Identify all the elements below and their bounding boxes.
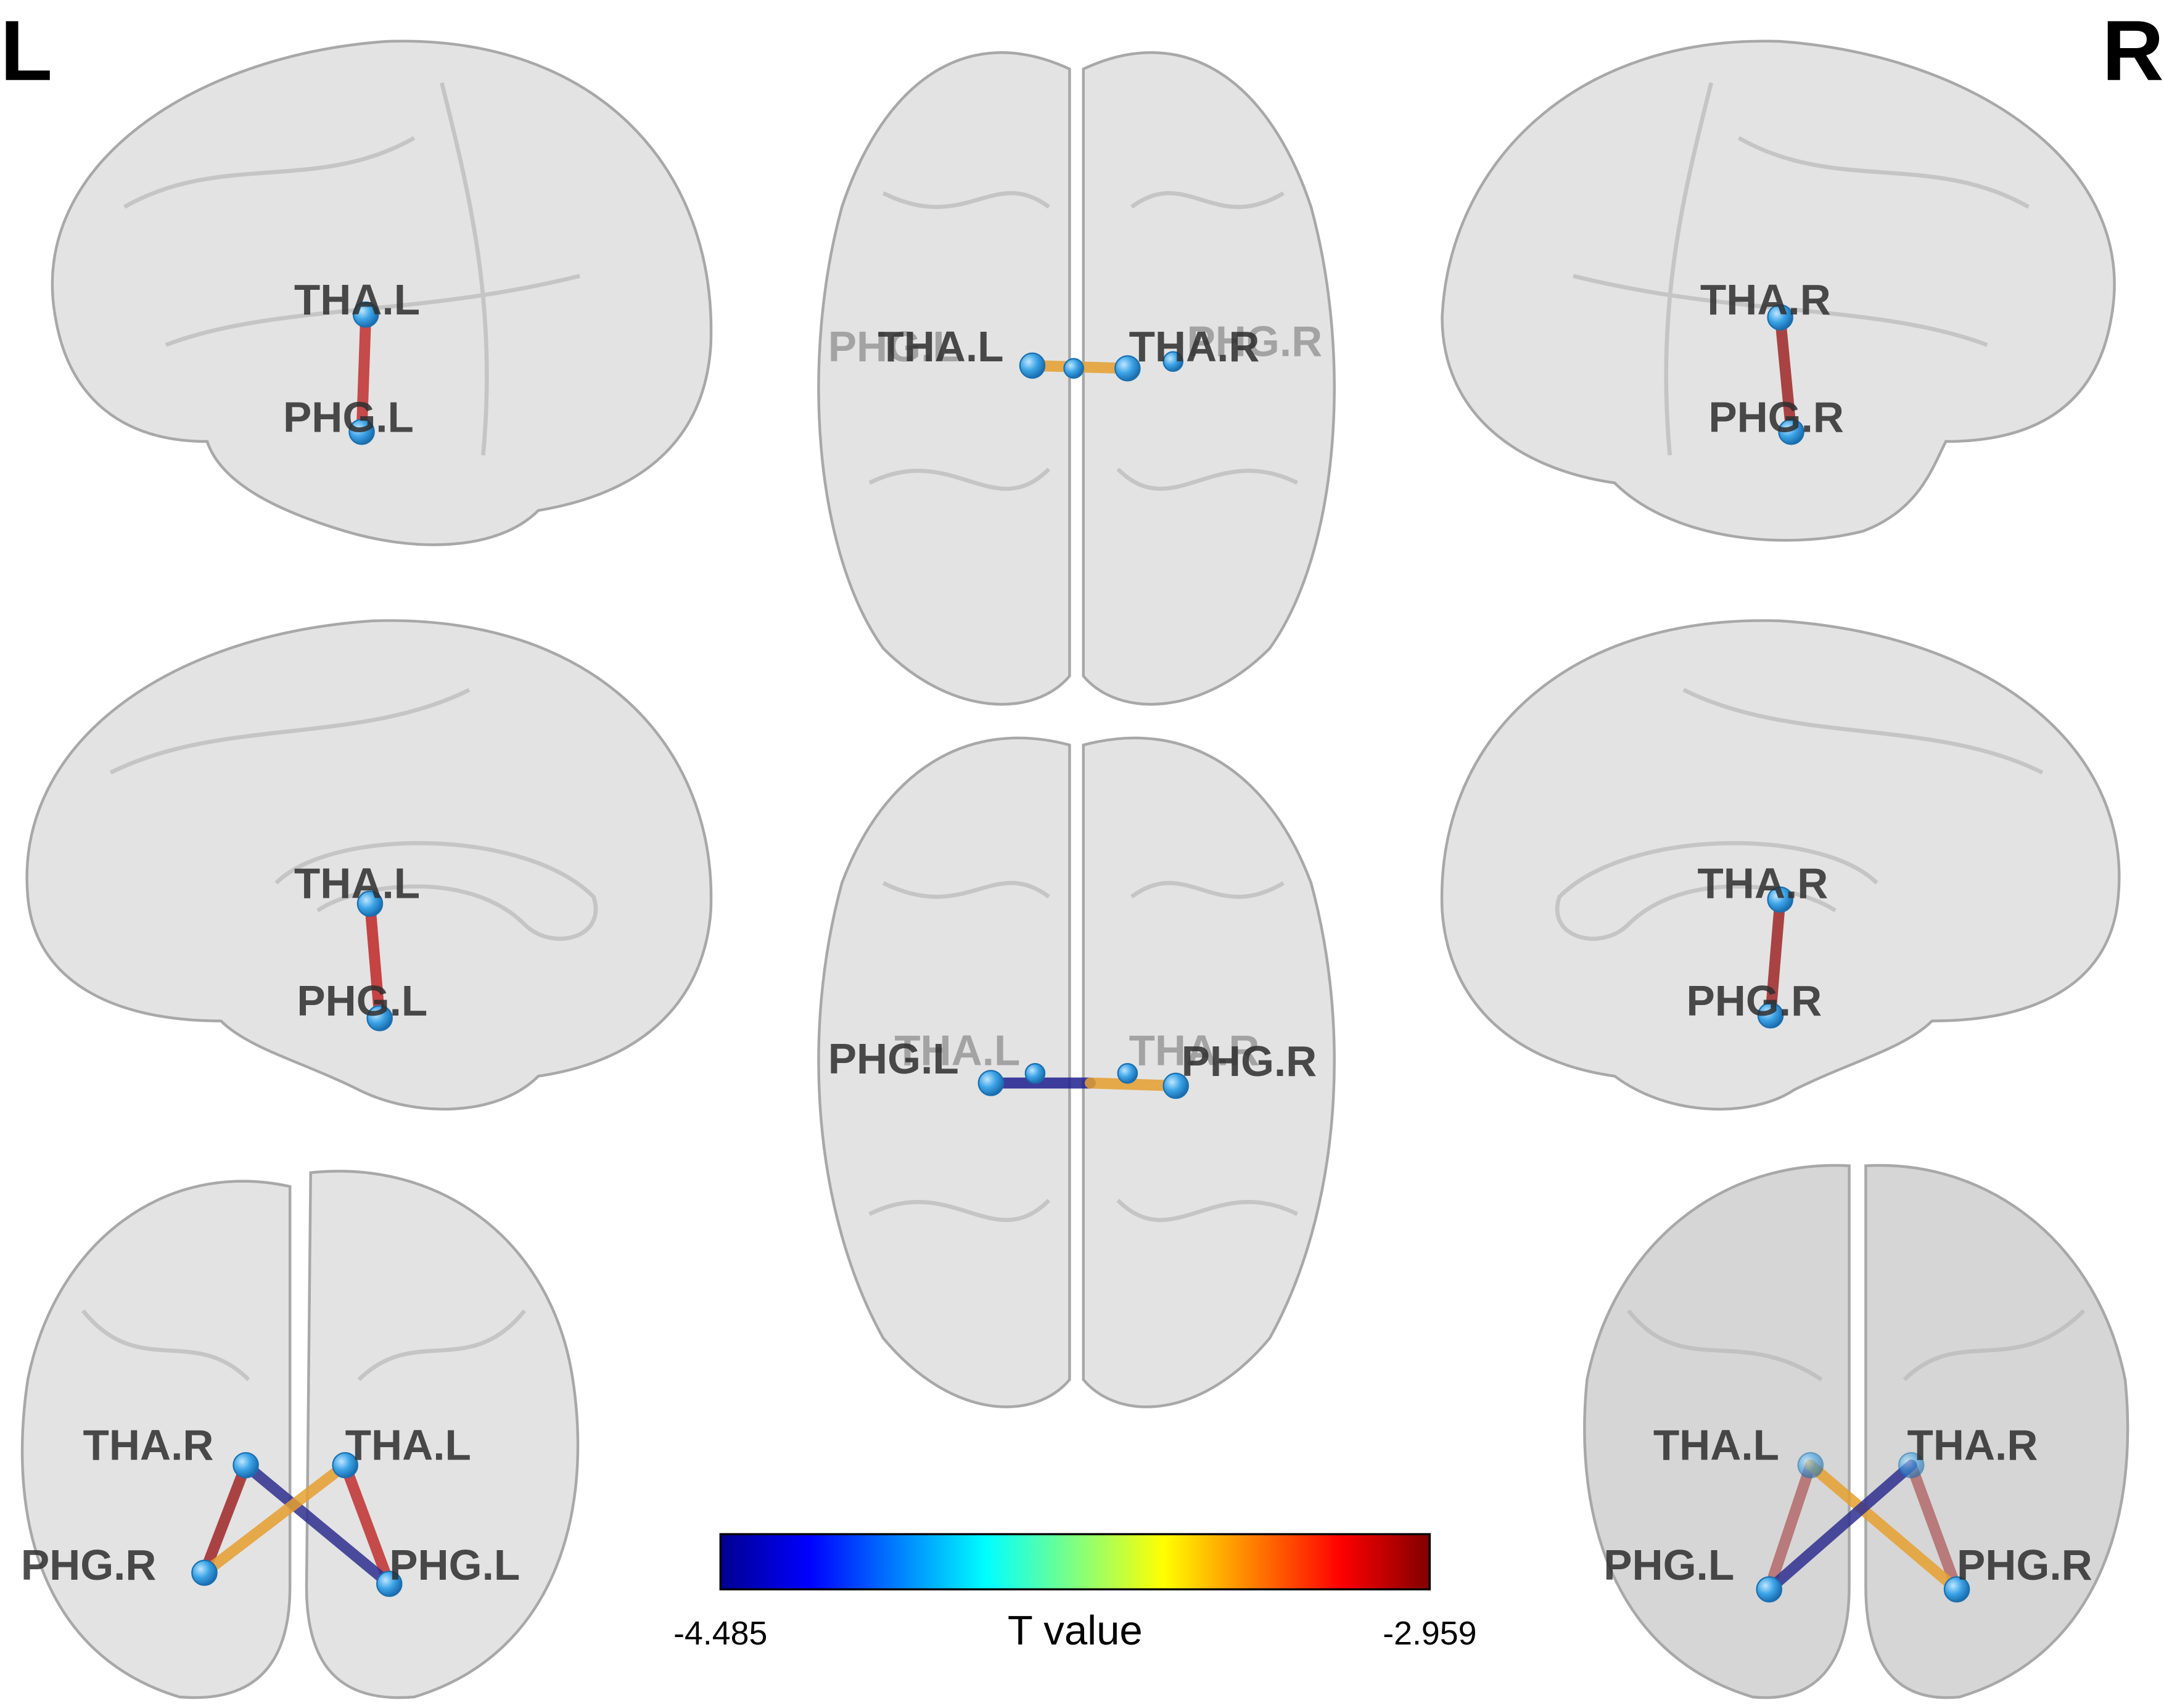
node-label: PHG.R — [1957, 1541, 2092, 1589]
colorbar — [719, 1533, 1431, 1591]
node-label: PHG.L — [828, 322, 959, 371]
node-label: THA.L — [894, 1026, 1020, 1074]
node-label: PHG.L — [297, 977, 427, 1025]
side-label: R — [2102, 3, 2163, 99]
side-label: L — [0, 3, 52, 99]
node-label: THA.R — [1697, 860, 1828, 908]
colorbar-max: -2.959 — [1383, 1615, 1476, 1652]
node-label: PHG.R — [21, 1541, 157, 1589]
node-label: PHG.L — [828, 1035, 959, 1083]
brain-view: THA.L PHG.L — [25, 619, 713, 1111]
brain-view: THA.R PHG.R — [1440, 619, 2121, 1111]
node-label: THA.R — [83, 1421, 214, 1469]
node-label: THA.L — [1653, 1421, 1779, 1469]
node-label: THA.R — [1129, 322, 1260, 371]
brain-view: THA.L THA.R PHG.L PHG.R — [1583, 1164, 2129, 1699]
node-label: PHG.R — [1187, 317, 1323, 365]
node-label: PHG.R — [1687, 977, 1822, 1025]
node-label: THA.R — [1129, 1026, 1260, 1074]
node-label: PHG.R — [1708, 393, 1844, 441]
colorbar-min: -4.485 — [673, 1615, 767, 1652]
colorbar-label: T value — [1008, 1607, 1143, 1654]
node-label: PHG.L — [389, 1541, 520, 1589]
node-label: THA.L — [878, 322, 1003, 371]
brain-view: THA.R PHG.R — [1441, 39, 2116, 542]
brain-view: THA.R THA.L PHG.R PHG.L — [21, 1170, 580, 1699]
node-label: THA.L — [294, 276, 420, 324]
brain-view: PHG.L THA.L THA.R PHG.R — [817, 51, 1336, 706]
brain-view: THA.L PHG.L — [51, 39, 713, 546]
brain-view: PHG.L THA.L THA.R PHG.R — [817, 736, 1336, 1408]
node-label: PHG.L — [283, 393, 414, 441]
node-label: THA.R — [1700, 276, 1831, 324]
node-label: PHG.L — [1603, 1541, 1734, 1589]
node-label: THA.L — [294, 860, 420, 908]
node-label: PHG.R — [1182, 1037, 1317, 1085]
node-label: THA.L — [345, 1421, 471, 1469]
node-label: THA.R — [1907, 1421, 2038, 1469]
